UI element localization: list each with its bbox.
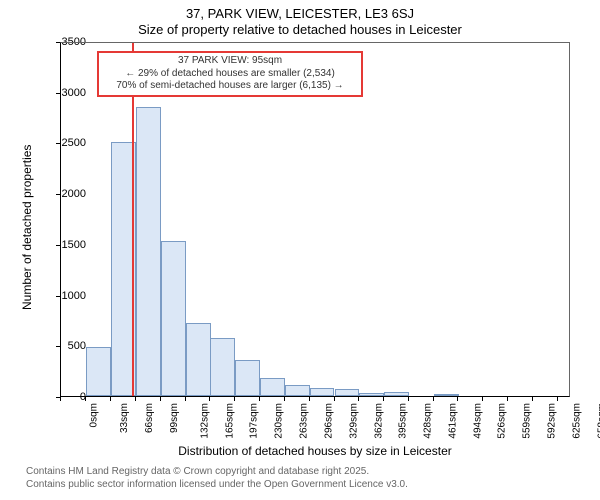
x-tick-label: 0sqm bbox=[88, 403, 99, 427]
x-tick-mark bbox=[85, 397, 86, 401]
x-tick-mark bbox=[185, 397, 186, 401]
x-tick-label: 230sqm bbox=[273, 403, 284, 439]
x-tick-label: 263sqm bbox=[298, 403, 309, 439]
footer-line2: Contains public sector information licen… bbox=[26, 479, 408, 490]
x-tick-mark bbox=[408, 397, 409, 401]
x-tick-mark bbox=[160, 397, 161, 401]
x-tick-label: 132sqm bbox=[199, 403, 210, 439]
x-tick-label: 165sqm bbox=[224, 403, 235, 439]
histogram-bar bbox=[434, 394, 459, 396]
annotation-line1: 37 PARK VIEW: 95sqm bbox=[103, 55, 357, 68]
x-tick-label: 592sqm bbox=[547, 403, 558, 439]
x-tick-label: 197sqm bbox=[248, 403, 259, 439]
x-tick-mark bbox=[457, 397, 458, 401]
x-tick-label: 296sqm bbox=[323, 403, 334, 439]
histogram-bar bbox=[384, 392, 409, 396]
annotation-line3: 70% of semi-detached houses are larger (… bbox=[103, 80, 357, 93]
footer-line1: Contains HM Land Registry data © Crown c… bbox=[26, 466, 369, 477]
x-tick-mark bbox=[358, 397, 359, 401]
x-tick-label: 99sqm bbox=[169, 403, 180, 433]
x-axis-label: Distribution of detached houses by size … bbox=[60, 444, 570, 458]
x-tick-label: 362sqm bbox=[373, 403, 384, 439]
x-tick-mark bbox=[433, 397, 434, 401]
histogram-bar bbox=[186, 323, 211, 396]
x-tick-mark bbox=[557, 397, 558, 401]
x-tick-mark bbox=[284, 397, 285, 401]
x-tick-mark bbox=[309, 397, 310, 401]
x-tick-label: 526sqm bbox=[497, 403, 508, 439]
x-tick-label: 33sqm bbox=[119, 403, 130, 433]
histogram-bar bbox=[359, 393, 384, 396]
x-tick-label: 428sqm bbox=[423, 403, 434, 439]
histogram-bar bbox=[86, 347, 111, 396]
x-tick-label: 559sqm bbox=[522, 403, 533, 439]
x-tick-label: 625sqm bbox=[572, 403, 583, 439]
annotation-box: 37 PARK VIEW: 95sqm ← 29% of detached ho… bbox=[97, 51, 363, 97]
histogram-bar bbox=[260, 378, 285, 396]
x-tick-mark bbox=[259, 397, 260, 401]
histogram-bar bbox=[310, 388, 335, 396]
x-tick-label: 395sqm bbox=[398, 403, 409, 439]
x-tick-mark bbox=[334, 397, 335, 401]
x-tick-mark bbox=[507, 397, 508, 401]
histogram-bar bbox=[335, 389, 360, 396]
histogram-bar bbox=[161, 241, 186, 396]
annotation-line2: ← 29% of detached houses are smaller (2,… bbox=[103, 68, 357, 81]
title-subtitle: Size of property relative to detached ho… bbox=[0, 22, 600, 37]
y-axis-label: Number of detached properties bbox=[20, 145, 34, 310]
chart-page: 37, PARK VIEW, LEICESTER, LE3 6SJ Size o… bbox=[0, 0, 600, 500]
histogram-bar bbox=[210, 338, 235, 396]
x-tick-mark bbox=[383, 397, 384, 401]
x-tick-mark bbox=[532, 397, 533, 401]
x-tick-mark bbox=[209, 397, 210, 401]
x-tick-mark bbox=[110, 397, 111, 401]
histogram-bar bbox=[285, 385, 310, 396]
histogram-bar bbox=[136, 107, 161, 396]
histogram-bar bbox=[235, 360, 260, 397]
title-address: 37, PARK VIEW, LEICESTER, LE3 6SJ bbox=[0, 6, 600, 21]
x-tick-mark bbox=[234, 397, 235, 401]
x-tick-mark bbox=[135, 397, 136, 401]
x-tick-label: 329sqm bbox=[348, 403, 359, 439]
x-tick-label: 461sqm bbox=[448, 403, 459, 439]
x-tick-label: 66sqm bbox=[144, 403, 155, 433]
plot-area: 37 PARK VIEW: 95sqm ← 29% of detached ho… bbox=[60, 42, 570, 397]
x-tick-label: 494sqm bbox=[473, 403, 484, 439]
x-tick-mark bbox=[482, 397, 483, 401]
x-tick-mark bbox=[60, 397, 61, 401]
